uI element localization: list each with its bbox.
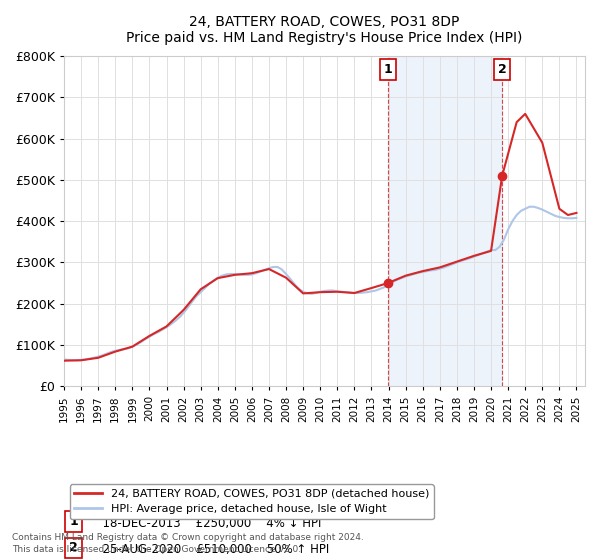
Legend: 24, BATTERY ROAD, COWES, PO31 8DP (detached house), HPI: Average price, detached: 24, BATTERY ROAD, COWES, PO31 8DP (detac… — [70, 484, 434, 519]
Title: 24, BATTERY ROAD, COWES, PO31 8DP
Price paid vs. HM Land Registry's House Price : 24, BATTERY ROAD, COWES, PO31 8DP Price … — [127, 15, 523, 45]
Text: 1: 1 — [69, 515, 78, 528]
Text: Contains HM Land Registry data © Crown copyright and database right 2024.: Contains HM Land Registry data © Crown c… — [12, 533, 364, 543]
Text: 25-AUG-2020    £510,000    50% ↑ HPI: 25-AUG-2020 £510,000 50% ↑ HPI — [95, 543, 329, 556]
Bar — [388, 56, 502, 386]
Text: 18-DEC-2013    £250,000    4% ↓ HPI: 18-DEC-2013 £250,000 4% ↓ HPI — [95, 517, 322, 530]
Text: 2: 2 — [498, 63, 506, 76]
Text: 1: 1 — [383, 63, 392, 76]
Text: This data is licensed under the Open Government Licence v3.0.: This data is licensed under the Open Gov… — [12, 544, 301, 554]
Text: 2: 2 — [69, 542, 78, 554]
